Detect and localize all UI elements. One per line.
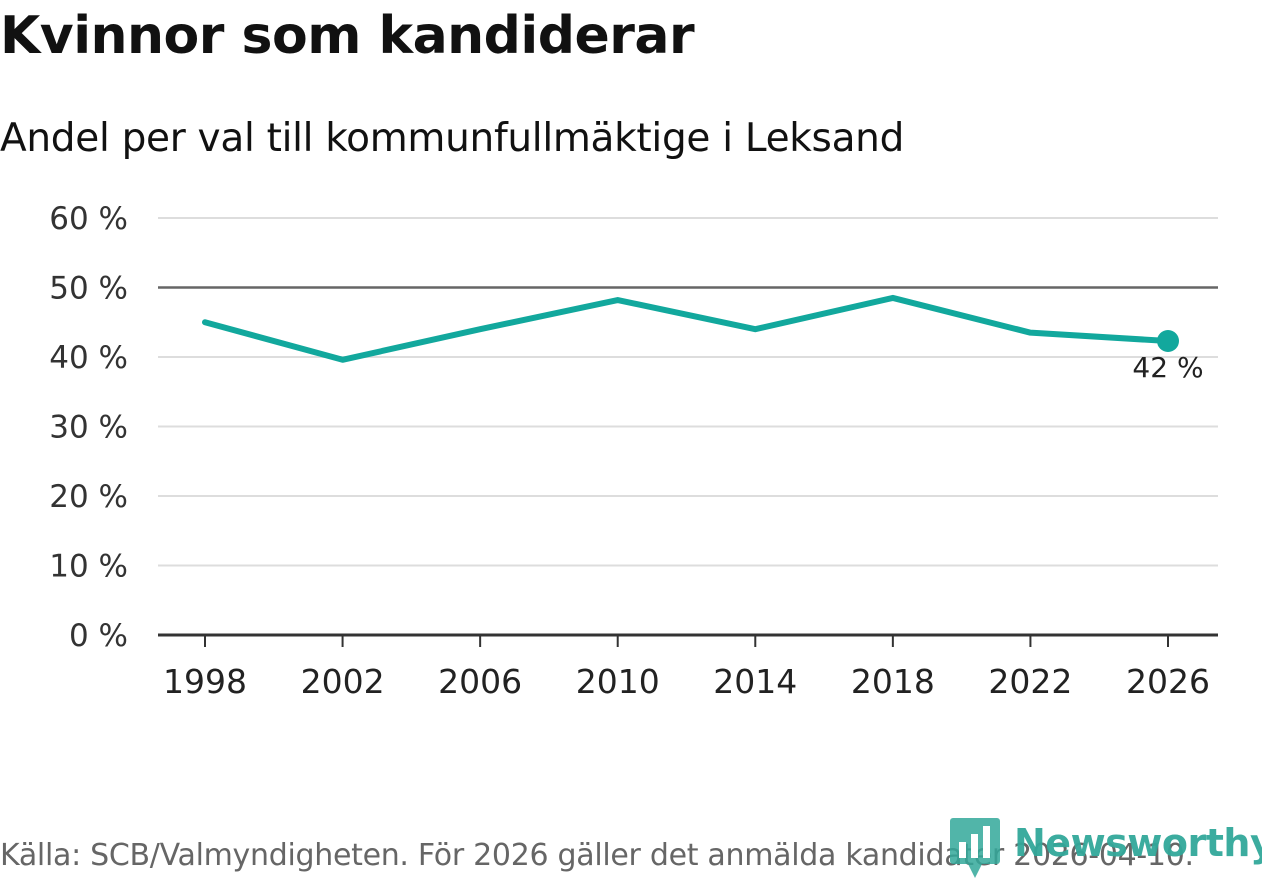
chart-title: Kvinnor som kandiderar [0,6,695,66]
series-line-andel-kvinnor [202,294,1171,363]
x-axis: 1998 2002 2006 2010 2014 2018 2022 2026 [158,633,1218,701]
x-tick-label: 2018 [851,662,935,701]
x-tick-label: 2026 [1126,662,1210,701]
line-chart: 0 % 10 % 20 % 30 % 40 % 50 % 60 % 1998 2002 2006… [49,201,1218,701]
series: 42 % [202,294,1204,384]
y-tick-label: 10 % [49,549,128,585]
chart-subtitle: Andel per val till kommunfullmäktige i L… [0,116,905,161]
gridlines [158,217,1218,567]
y-tick-label: 0 % [69,618,128,654]
bar-chart-logo-icon [950,818,1000,878]
x-tick-label: 2014 [713,662,797,701]
y-tick-label: 20 % [49,479,128,515]
x-tick-label: 2010 [576,662,660,701]
end-value-label: 42 % [1132,351,1203,384]
x-tick-label: 2002 [301,662,385,701]
y-tick-label: 40 % [49,340,128,376]
x-tick-label: 1998 [163,662,247,701]
y-tick-label: 30 % [49,410,128,446]
y-tick-label: 50 % [49,271,128,307]
newsworthy-logo: Newsworthy [950,818,1262,878]
brand-name: Newsworthy [1014,821,1262,865]
x-tick-label: 2022 [988,662,1072,701]
y-axis: 0 % 10 % 20 % 30 % 40 % 50 % 60 % [49,201,128,654]
end-point-marker [1157,330,1179,353]
x-tick-label: 2006 [438,662,522,701]
y-tick-label: 60 % [49,201,128,237]
